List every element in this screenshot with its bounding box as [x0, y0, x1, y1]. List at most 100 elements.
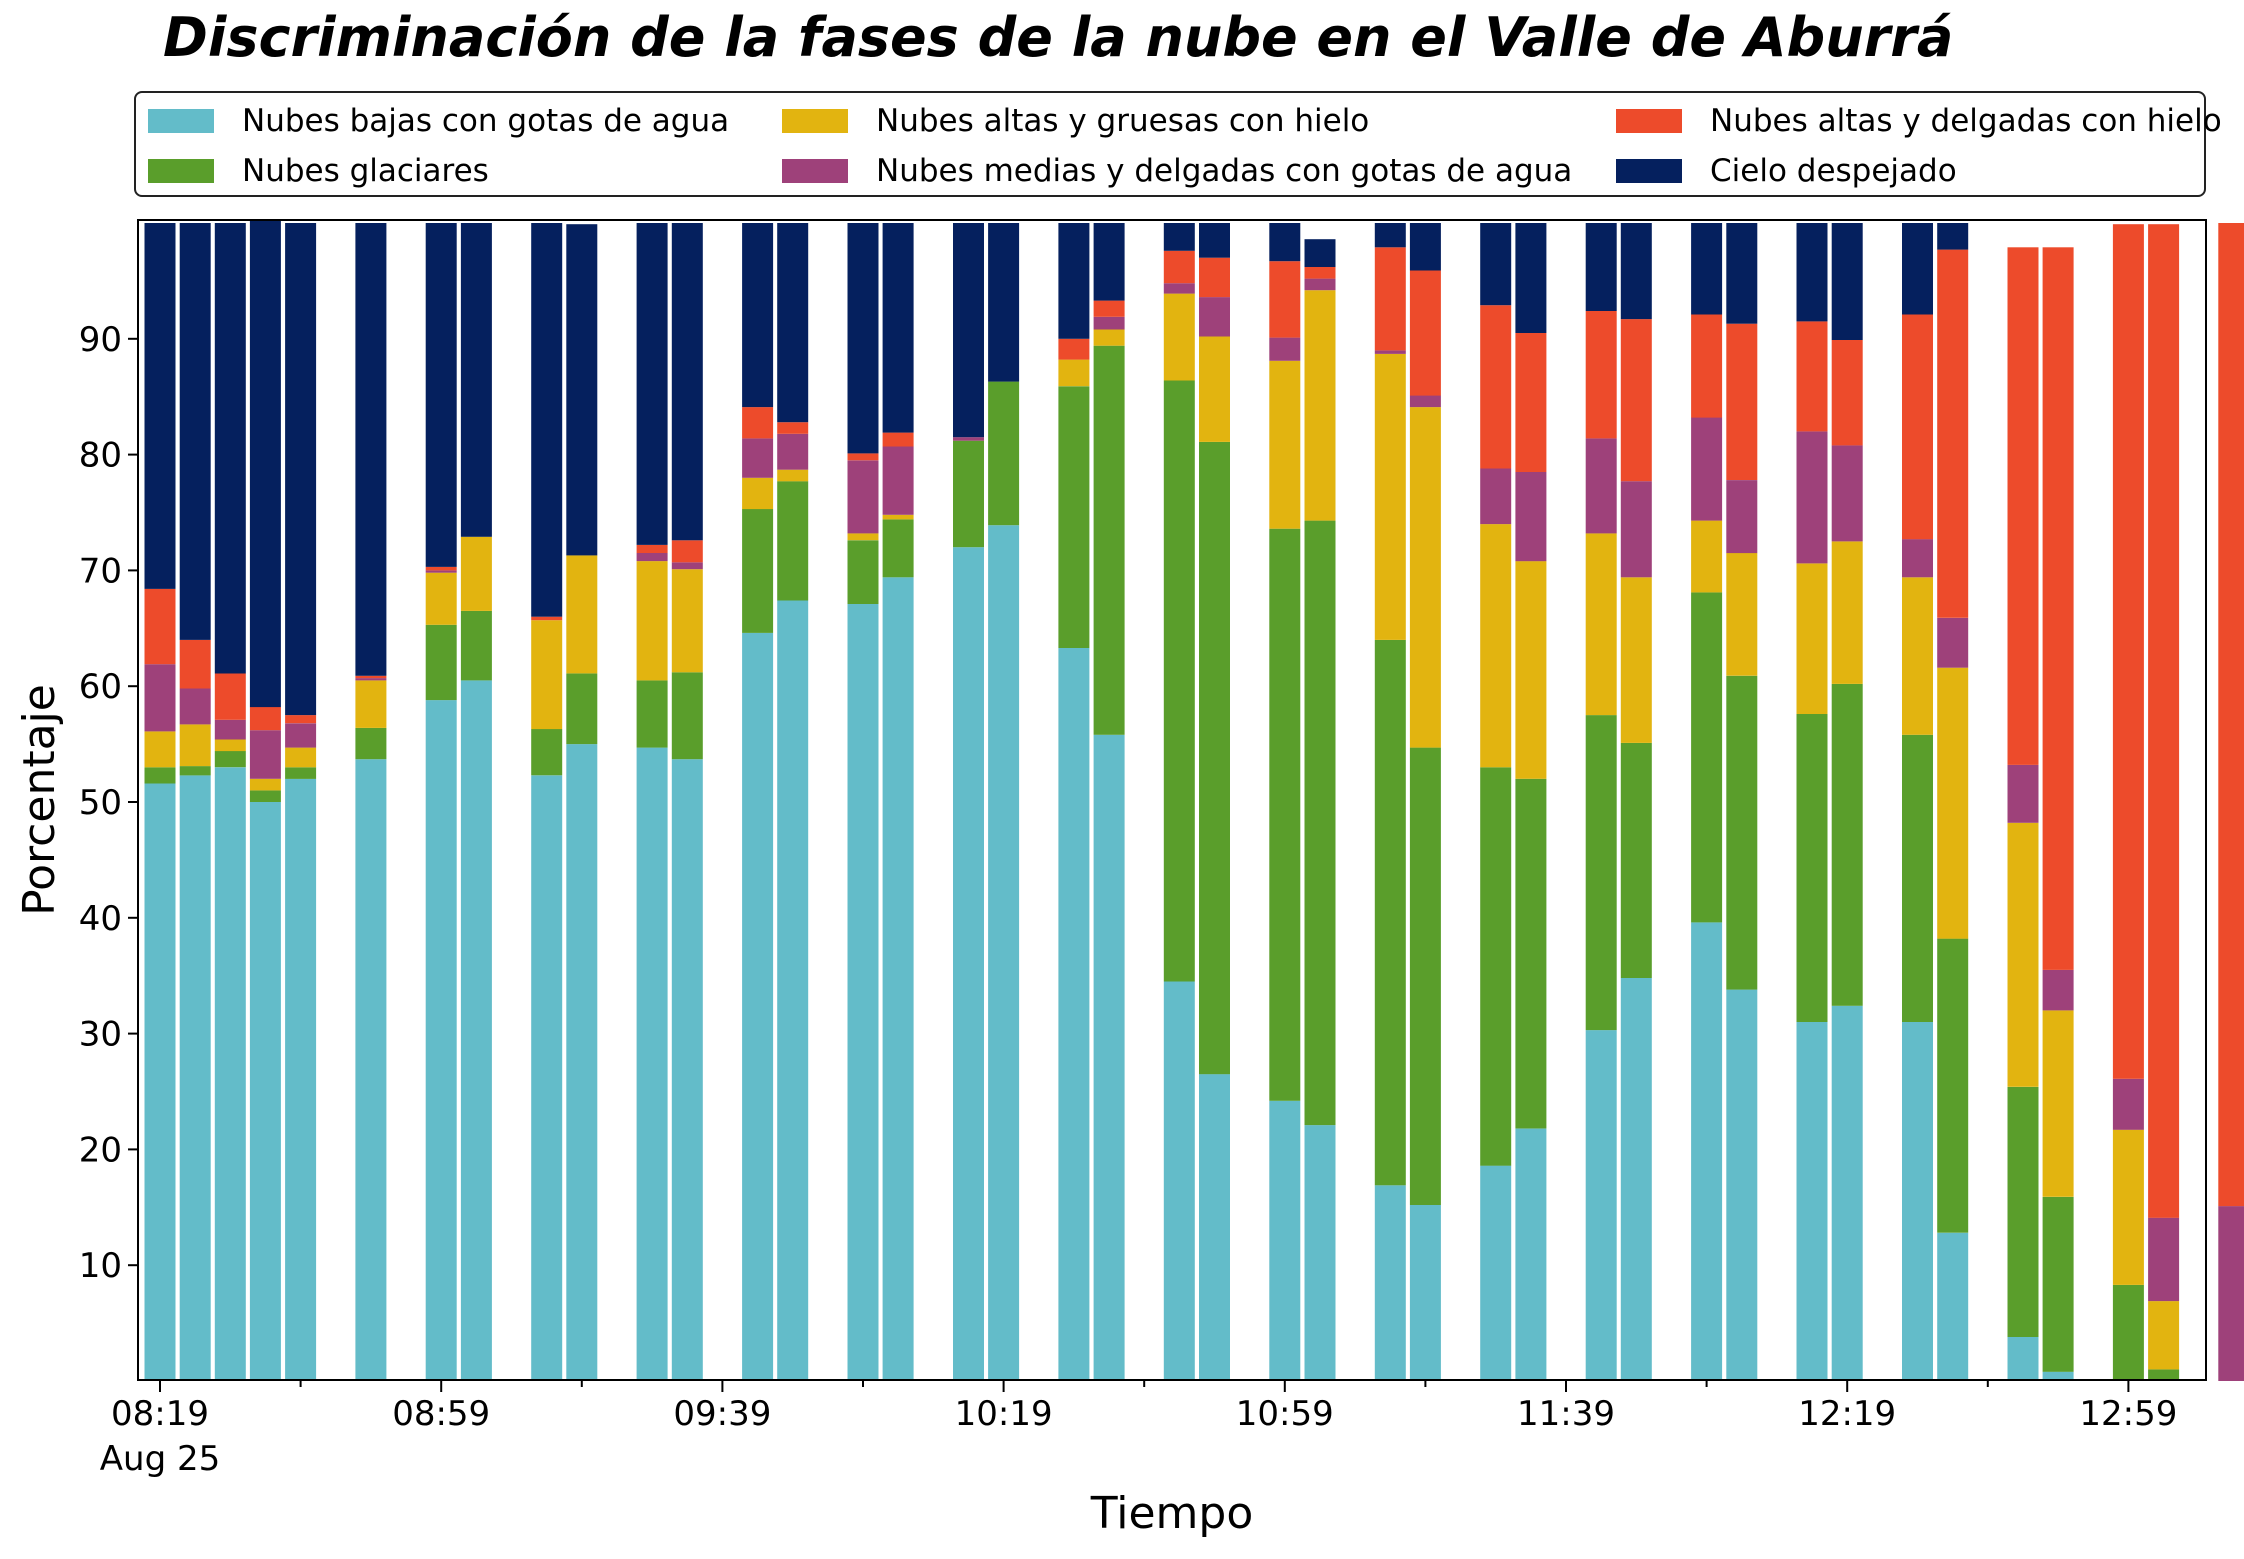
bar-segment — [1902, 577, 1933, 735]
bar-segment — [1691, 417, 1723, 521]
bar-segment — [214, 767, 246, 1381]
bar-segment — [1831, 1005, 1863, 1381]
legend-label-despejado: Cielo despejado — [1710, 153, 1957, 189]
legend-swatch-glaciares — [148, 159, 214, 183]
bar-segment — [460, 610, 492, 681]
bar-segment — [249, 790, 281, 802]
bar-segment — [1480, 524, 1512, 768]
bar-segment — [1269, 528, 1301, 1101]
bar-segment — [2148, 1301, 2180, 1370]
bar-segment — [425, 624, 457, 701]
bar-segment — [1058, 338, 1090, 360]
legend-item-altas-gruesas: Nubes altas y gruesas con hielo — [782, 101, 1369, 141]
legend-swatch-medias-delgadas — [782, 159, 848, 183]
bar-segment — [1093, 345, 1125, 735]
bar-segment — [636, 223, 668, 545]
bar-segment — [1199, 257, 1230, 298]
bar-segment — [1585, 533, 1617, 716]
bar-segment — [953, 547, 984, 1381]
bar-segment — [2148, 1217, 2180, 1302]
bar-segment — [249, 778, 281, 791]
bar-segment — [144, 731, 176, 768]
bar-segment — [1691, 592, 1723, 923]
legend-label-medias-delgadas: Nubes medias y delgadas con gotas de agu… — [876, 153, 1573, 189]
bar-segment — [988, 381, 1020, 526]
bar-segment — [1796, 431, 1828, 564]
x-tick-label: 09:39 — [673, 1394, 771, 1434]
bar-segment — [1937, 1232, 1969, 1381]
bar-segment — [425, 223, 457, 567]
bar-segment — [2007, 1337, 2039, 1381]
bar-segment — [1726, 223, 1758, 324]
bar-segment — [460, 223, 492, 537]
bar-segment — [179, 724, 211, 767]
bar-segment — [1831, 541, 1863, 684]
bar-segment — [953, 223, 984, 438]
y-tick-label: 50 — [79, 783, 122, 823]
bar-segment — [2042, 1196, 2074, 1372]
y-tick-label: 40 — [79, 899, 122, 939]
bar-segment — [1374, 1185, 1406, 1381]
bar-segment — [1093, 223, 1125, 301]
bar-segment — [1620, 481, 1652, 578]
bar-segment — [2148, 224, 2180, 1218]
bar-segment — [1691, 314, 1723, 418]
bar-segment — [882, 519, 914, 578]
bar-segment — [1620, 223, 1652, 320]
bar-segment — [1163, 981, 1195, 1381]
bar-segment — [882, 577, 914, 1381]
bar-segment — [2148, 1369, 2180, 1381]
bar-segment — [214, 223, 246, 674]
bar-segment — [1620, 742, 1652, 978]
legend-swatch-bajas — [148, 109, 214, 133]
bar-segment — [1269, 223, 1301, 262]
bar-segment — [2112, 224, 2144, 1079]
bar-segment — [1515, 223, 1547, 333]
x-tick-label: 08:19 — [111, 1394, 209, 1434]
bar-segment — [144, 588, 176, 665]
bar-segment — [777, 223, 809, 423]
bar-segment — [1902, 539, 1933, 578]
bar-segment — [179, 223, 211, 640]
bar-segment — [1269, 360, 1301, 529]
bar-segment — [1937, 249, 1969, 618]
bar-segment — [988, 525, 1020, 1381]
bar-segment — [1796, 714, 1828, 1022]
y-tick-label: 80 — [79, 436, 122, 476]
bar-segment — [2218, 1206, 2244, 1381]
bar-segment — [882, 514, 914, 520]
plot-frame — [137, 219, 2207, 1381]
bar-segment — [425, 700, 457, 1381]
bar-segment — [1937, 667, 1969, 939]
bar-segment — [249, 802, 281, 1381]
legend-item-medias-delgadas: Nubes medias y delgadas con gotas de agu… — [782, 151, 1572, 191]
x-tick-label: 12:59 — [2079, 1394, 2177, 1434]
bar-segment — [1585, 223, 1617, 311]
bar-segment — [425, 572, 457, 625]
bar-segment — [847, 533, 879, 541]
bar-segment — [1796, 321, 1828, 432]
bar-segment — [777, 422, 809, 434]
bar-segment — [144, 223, 176, 589]
legend: Nubes bajas con gotas de agua Nubes glac… — [134, 91, 2222, 197]
bar-segment — [1691, 922, 1723, 1381]
bar-segment — [1726, 675, 1758, 990]
bar-segment — [1409, 395, 1441, 408]
y-axis-label: Porcentaje — [14, 684, 65, 916]
bar-segment — [847, 453, 879, 461]
bar-segment — [1304, 267, 1336, 279]
bar-segment — [1902, 734, 1933, 1022]
bar-segment — [671, 672, 703, 760]
bar-segment — [1304, 239, 1336, 267]
bar-segment — [777, 481, 809, 601]
bar-segment — [2042, 1010, 2074, 1197]
bar-segment — [355, 678, 387, 681]
bar-segment — [671, 223, 703, 541]
bar-segment — [1058, 648, 1090, 1381]
bar-segment — [285, 723, 317, 748]
bar-segment — [1937, 938, 1969, 1233]
legend-swatch-altas-gruesas — [782, 109, 848, 133]
bar-segment — [1726, 480, 1758, 554]
bar-segment — [1480, 305, 1512, 469]
bar-segment — [636, 747, 668, 1381]
